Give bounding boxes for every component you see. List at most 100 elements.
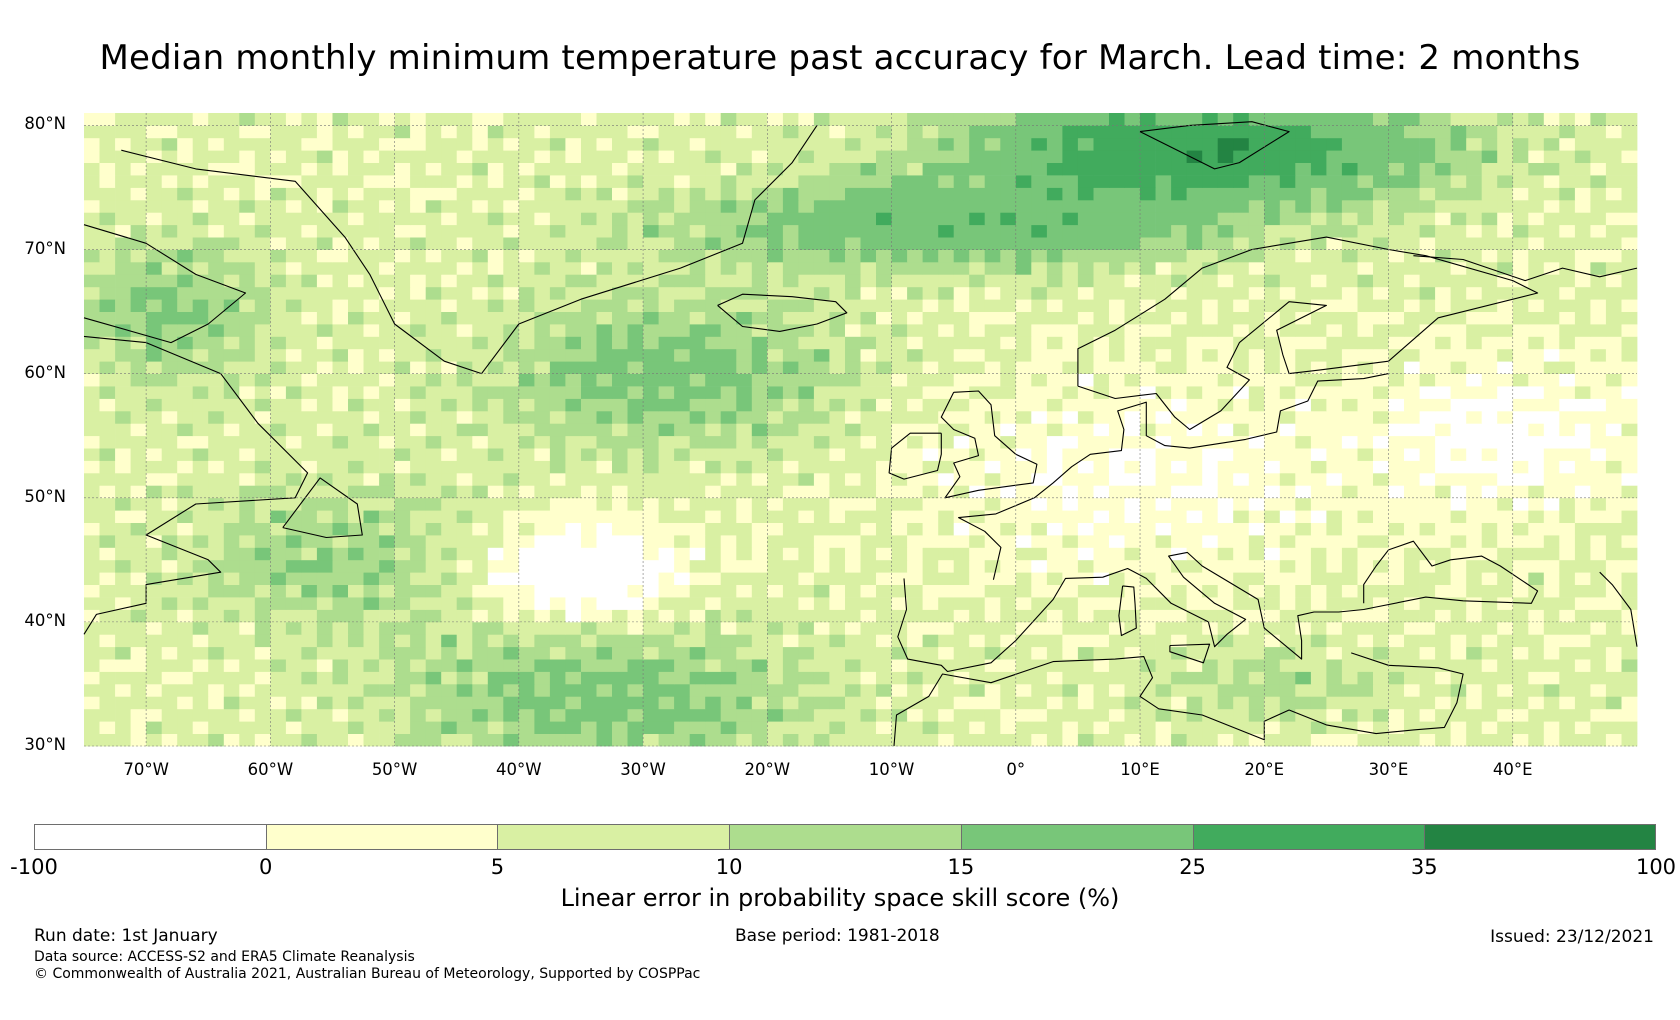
grid-cell xyxy=(1202,274,1219,288)
grid-cell xyxy=(984,137,1001,151)
grid-cell xyxy=(1217,175,1234,188)
grid-cell xyxy=(845,286,861,300)
grid-cell xyxy=(922,572,939,585)
grid-cell xyxy=(767,510,784,523)
grid-cell xyxy=(1093,274,1110,288)
grid-cell xyxy=(627,286,644,300)
grid-cell xyxy=(208,187,225,201)
grid-cell xyxy=(1140,299,1156,312)
grid-cell xyxy=(1528,547,1545,561)
grid-cell xyxy=(518,572,535,585)
grid-cell xyxy=(565,733,582,747)
grid-cell xyxy=(130,460,147,474)
grid-cell xyxy=(1373,448,1389,461)
grid-cell xyxy=(1015,472,1032,486)
grid-cell xyxy=(254,125,271,139)
grid-cell xyxy=(1077,212,1094,226)
grid-cell xyxy=(1031,125,1048,139)
grid-cell xyxy=(332,671,349,685)
grid-cell xyxy=(953,472,970,486)
grid-cell xyxy=(1109,597,1125,610)
grid-cell xyxy=(363,634,380,648)
grid-cell xyxy=(425,237,442,250)
grid-cell xyxy=(1388,311,1405,325)
grid-cell xyxy=(1000,609,1017,623)
grid-cell xyxy=(177,125,194,139)
grid-cell xyxy=(254,621,271,635)
grid-cell xyxy=(1497,261,1514,275)
grid-cell xyxy=(285,249,302,263)
grid-cell xyxy=(798,348,815,362)
grid-cell xyxy=(596,646,613,660)
grid-cell xyxy=(254,448,271,461)
grid-cell xyxy=(907,274,923,288)
grid-cell xyxy=(829,286,846,300)
grid-cell xyxy=(1031,683,1048,697)
grid-cell xyxy=(99,634,116,648)
grid-cell xyxy=(1404,634,1420,648)
grid-cell xyxy=(472,398,489,412)
grid-cell xyxy=(1171,659,1187,672)
grid-cell xyxy=(1248,485,1265,499)
grid-cell xyxy=(1574,472,1591,486)
grid-cell xyxy=(876,286,892,300)
grid-cell xyxy=(876,609,892,623)
grid-cell xyxy=(1388,634,1405,648)
grid-cell xyxy=(1248,175,1265,188)
grid-cell xyxy=(798,274,815,288)
grid-cell xyxy=(1559,435,1576,449)
grid-cell xyxy=(518,311,535,325)
grid-cell xyxy=(1435,199,1451,213)
grid-cell xyxy=(410,708,426,722)
grid-cell xyxy=(177,696,194,710)
grid-cell xyxy=(84,646,100,660)
grid-cell xyxy=(984,733,1001,747)
grid-cell xyxy=(643,336,659,350)
grid-cell xyxy=(860,150,877,163)
grid-cell xyxy=(1015,435,1032,449)
grid-cell xyxy=(456,733,473,747)
grid-cell xyxy=(1388,175,1405,188)
grid-cell xyxy=(1264,634,1281,648)
grid-cell xyxy=(130,286,147,300)
grid-cell xyxy=(1574,485,1591,499)
grid-cell xyxy=(1279,683,1296,697)
grid-cell xyxy=(658,311,675,325)
grid-cell xyxy=(1605,162,1622,176)
grid-cell xyxy=(1077,671,1094,685)
grid-cell xyxy=(1264,137,1281,151)
grid-cell xyxy=(270,733,287,747)
grid-cell xyxy=(84,212,100,226)
grid-cell xyxy=(751,696,768,710)
grid-cell xyxy=(782,584,799,598)
grid-cell xyxy=(425,584,442,598)
grid-cell xyxy=(316,634,333,648)
grid-cell xyxy=(1093,448,1110,461)
grid-cell xyxy=(596,261,613,275)
grid-cell xyxy=(363,646,380,660)
grid-cell xyxy=(379,671,395,685)
grid-cell xyxy=(1373,373,1389,387)
grid-cell xyxy=(472,733,489,747)
grid-cell xyxy=(1450,646,1467,660)
grid-cell xyxy=(161,348,178,362)
grid-cell xyxy=(441,472,458,486)
grid-cell xyxy=(612,708,628,722)
grid-cell xyxy=(720,621,737,635)
grid-cell xyxy=(1077,547,1094,561)
grid-cell xyxy=(1171,274,1187,288)
grid-cell xyxy=(876,708,892,722)
grid-cell xyxy=(1435,336,1451,350)
grid-cell xyxy=(441,522,458,536)
grid-cell xyxy=(130,373,147,387)
grid-cell xyxy=(1046,237,1063,250)
grid-cell xyxy=(379,423,395,437)
grid-cell xyxy=(441,386,458,399)
grid-cell xyxy=(1046,522,1063,536)
grid-cell xyxy=(1497,199,1514,213)
grid-cell xyxy=(239,137,256,151)
grid-cell xyxy=(751,324,768,337)
grid-cell xyxy=(379,199,395,213)
grid-cell xyxy=(581,212,597,226)
grid-cell xyxy=(487,683,504,697)
